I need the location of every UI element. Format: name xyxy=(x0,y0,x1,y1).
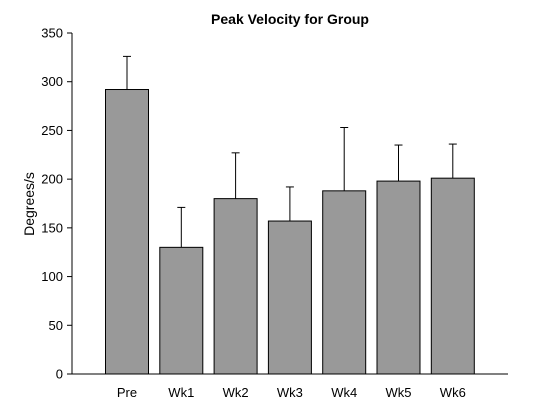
bar xyxy=(267,220,312,375)
x-tick-label: Pre xyxy=(117,385,137,400)
bar xyxy=(376,180,421,375)
bar xyxy=(105,89,149,375)
x-tick-label: Wk6 xyxy=(440,385,466,400)
x-tick-label: Wk3 xyxy=(277,385,303,400)
chart-title: Peak Velocity for Group xyxy=(211,11,369,27)
y-tick-label: 300 xyxy=(41,74,63,89)
y-tick-label: 50 xyxy=(49,318,63,333)
x-tick-label: Wk1 xyxy=(168,385,194,400)
bar xyxy=(213,198,258,375)
y-tick-label: 100 xyxy=(41,269,63,284)
plot-area: 0 50 100 150 200 250 300 350 Pre Wk1 Wk2 Wk3 Wk4 Wk5 W… xyxy=(41,26,508,400)
y-tick-label: 0 xyxy=(56,367,63,382)
y-axis-label: Degrees/s xyxy=(21,172,37,236)
x-tick-label: Wk5 xyxy=(386,385,412,400)
bar xyxy=(159,246,204,375)
y-tick-label: 200 xyxy=(41,172,63,187)
y-tick-label: 250 xyxy=(41,123,63,138)
y-tick-label: 150 xyxy=(41,220,63,235)
bar xyxy=(430,177,475,375)
y-tick-label: 350 xyxy=(41,26,63,41)
x-tick-label: Wk2 xyxy=(223,385,249,400)
bar xyxy=(322,190,367,375)
x-tick-label: Wk4 xyxy=(331,385,357,400)
